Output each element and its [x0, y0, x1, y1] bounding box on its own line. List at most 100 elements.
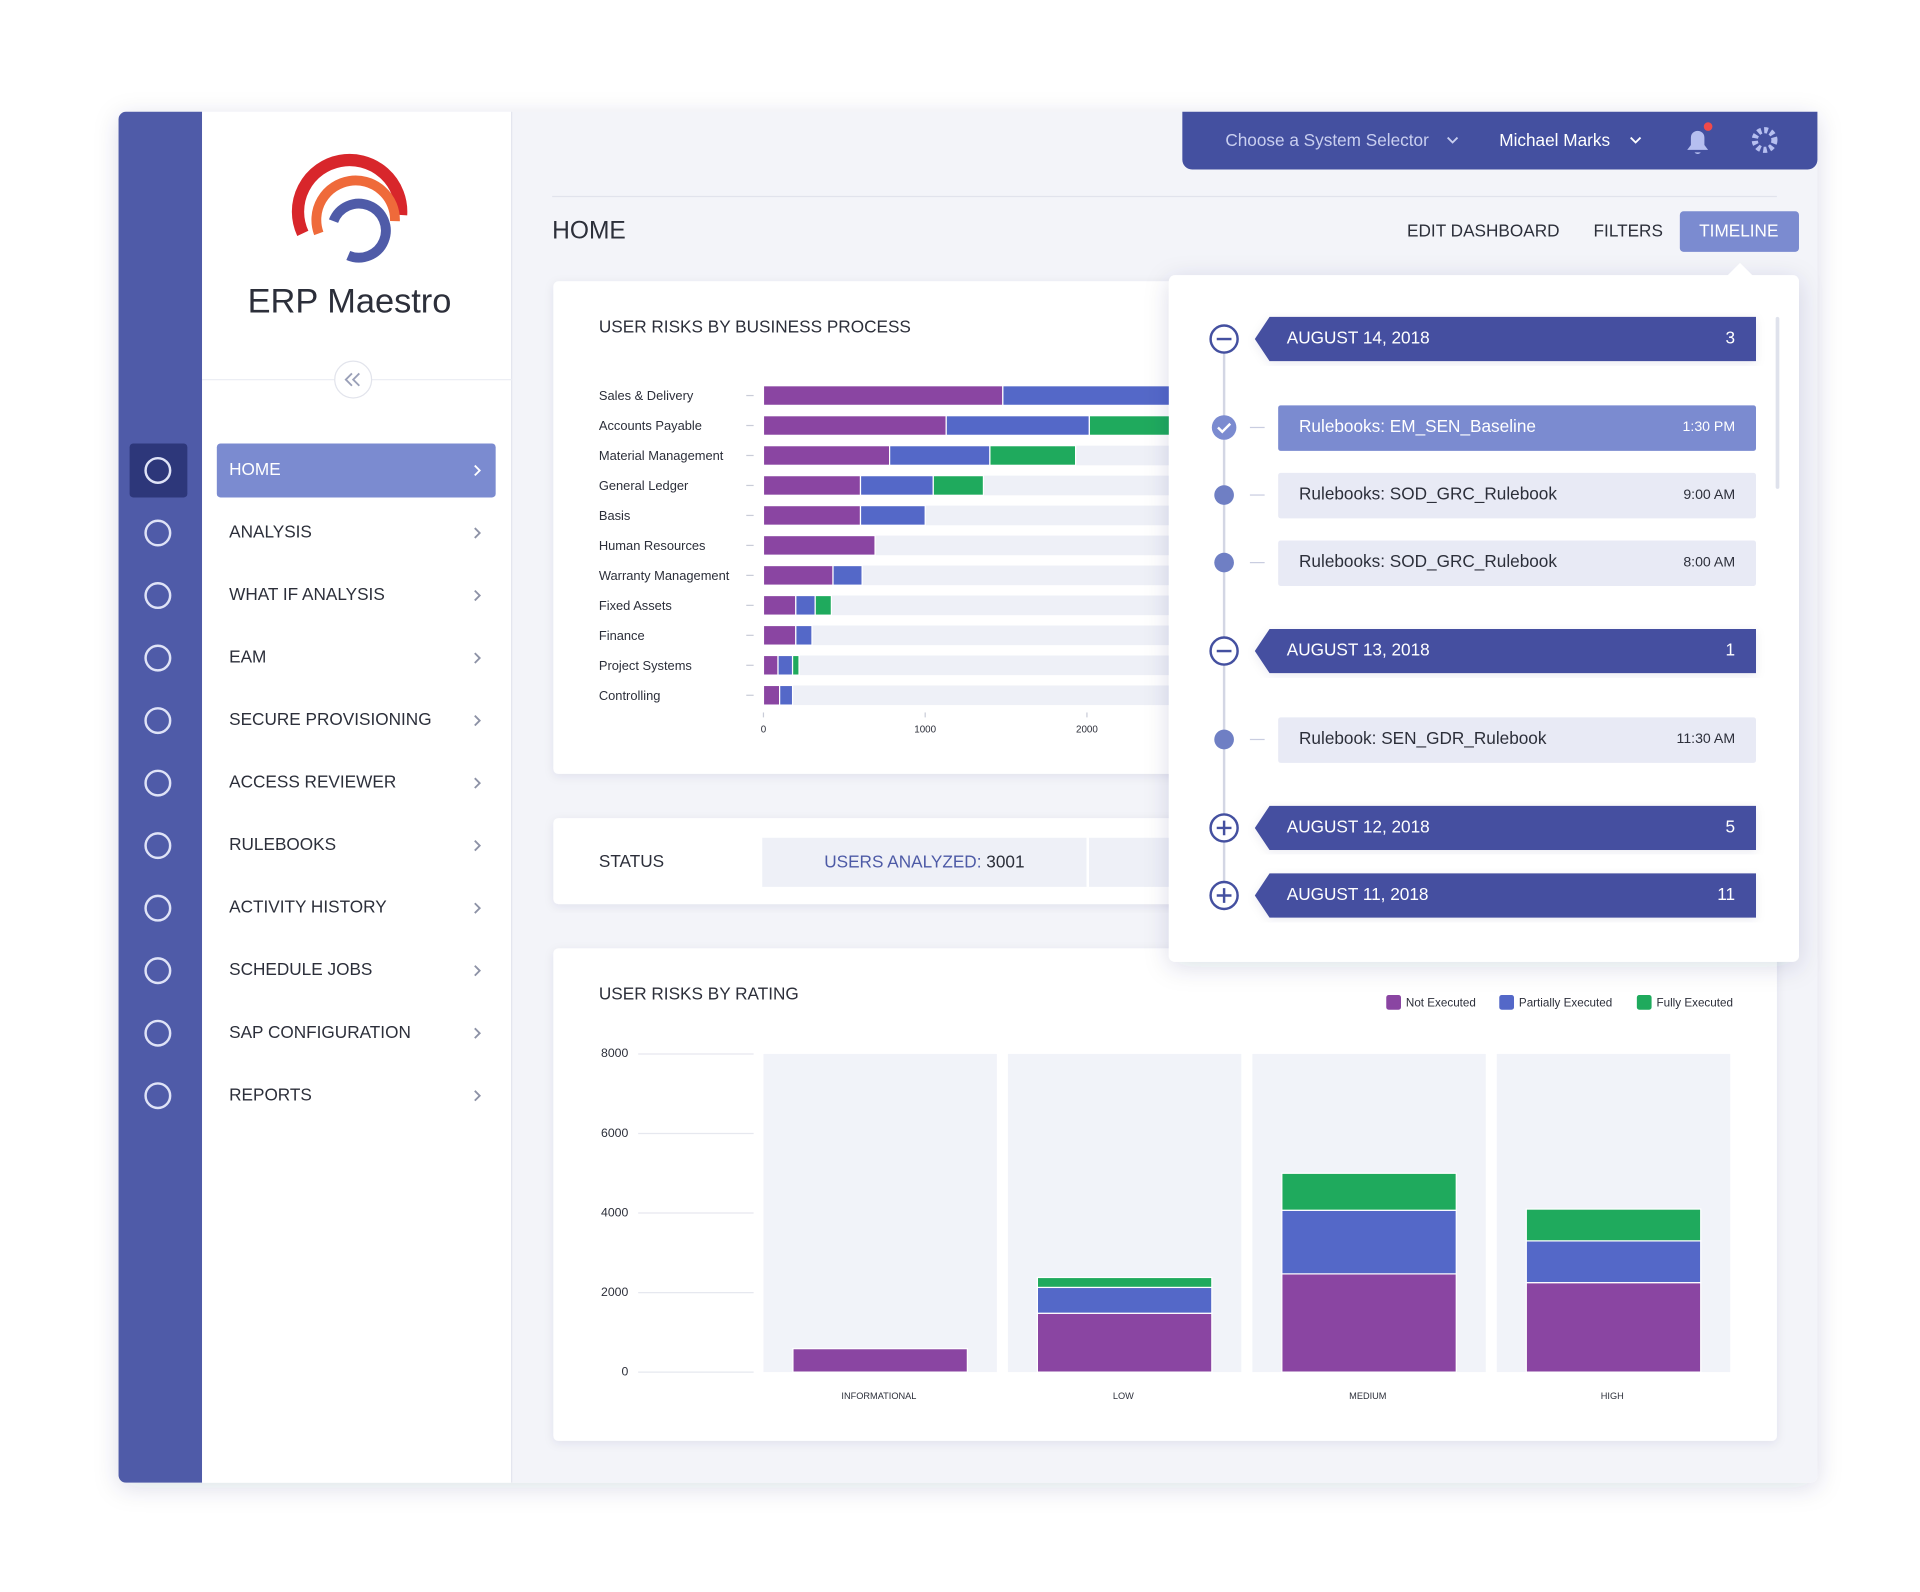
category-label: Human Resources [599, 538, 706, 553]
chevron [1447, 136, 1459, 144]
entry-box [1278, 540, 1756, 586]
date-label: AUGUST 11, 2018 [1287, 884, 1429, 904]
nav-item[interactable]: REPORTS [144, 1082, 482, 1110]
rail-icon[interactable] [144, 1019, 172, 1047]
nav-item[interactable]: EAM [144, 644, 482, 672]
bell-icon[interactable] [1687, 130, 1709, 154]
x-tick-label: LOW [1113, 1391, 1134, 1401]
nav-chevron [474, 965, 482, 977]
legend-label: Partially Executed [1519, 997, 1612, 1010]
bar-segment [762, 534, 876, 556]
entry-time: 1:30 PM [1683, 418, 1736, 434]
popup-pointer [1726, 262, 1754, 277]
date-label: AUGUST 13, 2018 [1287, 640, 1430, 660]
bar-segment [791, 654, 800, 676]
legend-label: Not Executed [1406, 997, 1476, 1010]
bar-segment [779, 684, 794, 706]
nav-label: ANALYSIS [229, 522, 312, 542]
timeline-popup: AUGUST 14, 2018 3 Rulebooks: EM_SEN_Baseli… [1168, 262, 1799, 962]
rail-icon[interactable] [144, 1082, 172, 1110]
nav-chevron [474, 589, 482, 602]
timeline-group[interactable]: AUGUST 12, 2018 5 [1209, 805, 1756, 851]
entry-label: Rulebooks: SOD_GRC_Rulebook [1299, 484, 1557, 504]
nav-highlight [216, 443, 496, 498]
nav-item[interactable]: ANALYSIS [144, 519, 482, 547]
rail-icon[interactable] [144, 644, 172, 672]
system-selector[interactable]: Choose a System Selector [1225, 130, 1429, 150]
timeline-entry[interactable]: Rulebooks: EM_SEN_Baseline 1:30 PM [1211, 405, 1756, 451]
timeline-entry[interactable]: Rulebook: SEN_GDR_Rulebook 11:30 AM [1214, 717, 1756, 763]
legend-swatch [1499, 995, 1515, 1010]
nav-chevron [474, 527, 482, 539]
logo-arc [328, 198, 391, 263]
rail-icon[interactable] [144, 957, 172, 985]
date-header [1254, 628, 1756, 674]
timeline-group[interactable]: AUGUST 14, 2018 3 [1209, 316, 1756, 362]
rail-icon[interactable] [144, 519, 172, 547]
nav-item[interactable]: ACTIVITY HISTORY [144, 894, 482, 922]
entry-label: Rulebook: SEN_GDR_Rulebook [1299, 728, 1547, 748]
bar-segment [762, 594, 797, 616]
rail-icon[interactable] [144, 456, 172, 484]
sidebar [202, 111, 512, 1483]
bar-segment [945, 415, 1090, 436]
nav-item[interactable]: SCHEDULE JOBS [144, 957, 482, 985]
nav-item[interactable]: ACCESS REVIEWER [144, 769, 482, 797]
status-pill [762, 837, 1087, 887]
nav-item[interactable]: SAP CONFIGURATION [144, 1019, 482, 1047]
nav-item[interactable]: WHAT IF ANALYSIS [144, 582, 482, 610]
gear-icon[interactable] [1751, 127, 1778, 153]
bar-segment [1281, 1172, 1457, 1211]
date-header [1254, 316, 1756, 362]
bar-segment [932, 475, 985, 496]
bar-segment [1525, 1282, 1702, 1373]
y-tick-label: 4000 [601, 1205, 628, 1219]
nav-chevron [474, 652, 482, 664]
y-tick-label: 2000 [601, 1285, 628, 1299]
nav-label: HOME [229, 459, 281, 479]
rail-icon[interactable] [144, 832, 172, 860]
header-action[interactable]: FILTERS [1594, 221, 1663, 241]
rail-icon[interactable] [144, 894, 172, 922]
nav-item[interactable]: SECURE PROVISIONING [144, 707, 482, 735]
bar-segment [832, 564, 863, 586]
rail-icon[interactable] [144, 769, 172, 797]
bar-segment [1281, 1209, 1457, 1275]
nav-item[interactable]: HOME [129, 443, 496, 498]
chevron [1630, 136, 1642, 144]
bar-segment [762, 684, 781, 706]
date-header [1254, 805, 1756, 851]
gear-hub [1760, 136, 1769, 144]
timeline-entry[interactable]: Rulebooks: SOD_GRC_Rulebook 9:00 AM [1214, 472, 1756, 519]
header-action[interactable]: EDIT DASHBOARD [1407, 221, 1560, 241]
nav-chevron [474, 1090, 482, 1102]
category-label: Controlling [599, 688, 661, 703]
bar-segment [762, 624, 797, 646]
timeline-label[interactable]: TIMELINE [1699, 221, 1778, 241]
nav-label: ACTIVITY HISTORY [229, 897, 387, 917]
rail-icon[interactable] [144, 707, 172, 735]
bar-segment [1036, 1312, 1213, 1373]
timeline-button[interactable] [1679, 211, 1799, 252]
timeline-entry[interactable]: Rulebooks: SOD_GRC_Rulebook 8:00 AM [1214, 540, 1756, 586]
timeline-group[interactable]: AUGUST 13, 2018 1 [1209, 628, 1756, 674]
selected-dot [1211, 415, 1237, 440]
bar-segment [792, 1348, 968, 1373]
nav-chevron [474, 777, 482, 789]
nav-item[interactable]: RULEBOOKS [144, 832, 482, 860]
timeline-group[interactable]: AUGUST 11, 2018 11 [1209, 873, 1756, 918]
collapse-icon [344, 372, 360, 387]
status-value: 3001 [986, 851, 1024, 871]
category-label: Material Management [599, 448, 724, 463]
popup-panel [1168, 275, 1799, 962]
scrollbar [1775, 316, 1780, 489]
rail-icon[interactable] [144, 582, 172, 610]
category-label: General Ledger [599, 478, 689, 493]
icon-rail [118, 111, 203, 1483]
x-tick-label: MEDIUM [1349, 1391, 1386, 1401]
bar-segment [859, 504, 926, 526]
user-name[interactable]: Michael Marks [1499, 130, 1610, 150]
entry-label: Rulebooks: EM_SEN_Baseline [1299, 416, 1536, 436]
bar-segment [1281, 1273, 1457, 1373]
